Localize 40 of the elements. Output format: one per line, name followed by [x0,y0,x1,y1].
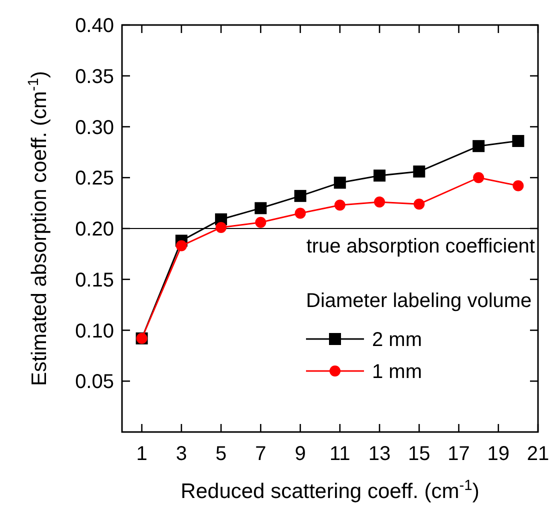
point [473,172,484,184]
point [374,170,386,182]
x-tick-label: 11 [330,443,350,465]
point [512,134,524,147]
ref-line-label: true absorption coefficient [306,236,536,258]
point [414,198,425,210]
point [255,216,266,228]
y-tick-label: 0.15 [75,269,114,292]
x-tick-label: 5 [215,443,227,465]
y-tick-label: 0.30 [75,116,114,139]
x-tick-label: 3 [176,443,187,465]
x-tick-label: 19 [487,443,510,465]
point [512,180,524,192]
point [334,200,346,211]
point [413,166,426,178]
x-tick-label: 17 [448,443,470,465]
x-tick-label: 1 [136,443,148,465]
x-tick-label: 15 [408,443,430,465]
point [472,140,485,152]
x-tick-label: 13 [368,443,391,465]
point [176,240,187,252]
point [254,202,267,214]
y-tick-label: 0.10 [75,320,114,342]
y-tick-label: 0.20 [75,218,114,240]
y-tick-label: 0.05 [75,371,114,394]
legend-label: 2 mm [372,329,422,351]
x-tick-label: 9 [294,443,306,465]
point [374,196,386,208]
y-tick-label: 0.25 [75,168,114,190]
x-tick-label: 7 [255,443,266,465]
legend-label: 1 mm [372,361,422,383]
legend-title: Diameter labeling volume [306,290,532,312]
y-tick-label: 0.40 [75,15,114,37]
point [334,176,346,189]
x-axis-title: Reduced scattering coeff. (cm$^{-1}$) [180,478,480,503]
x-tick-label: 21 [526,443,550,465]
y-tick-label: 0.35 [75,66,114,88]
point [294,190,306,202]
point [294,208,306,219]
point [216,222,227,233]
